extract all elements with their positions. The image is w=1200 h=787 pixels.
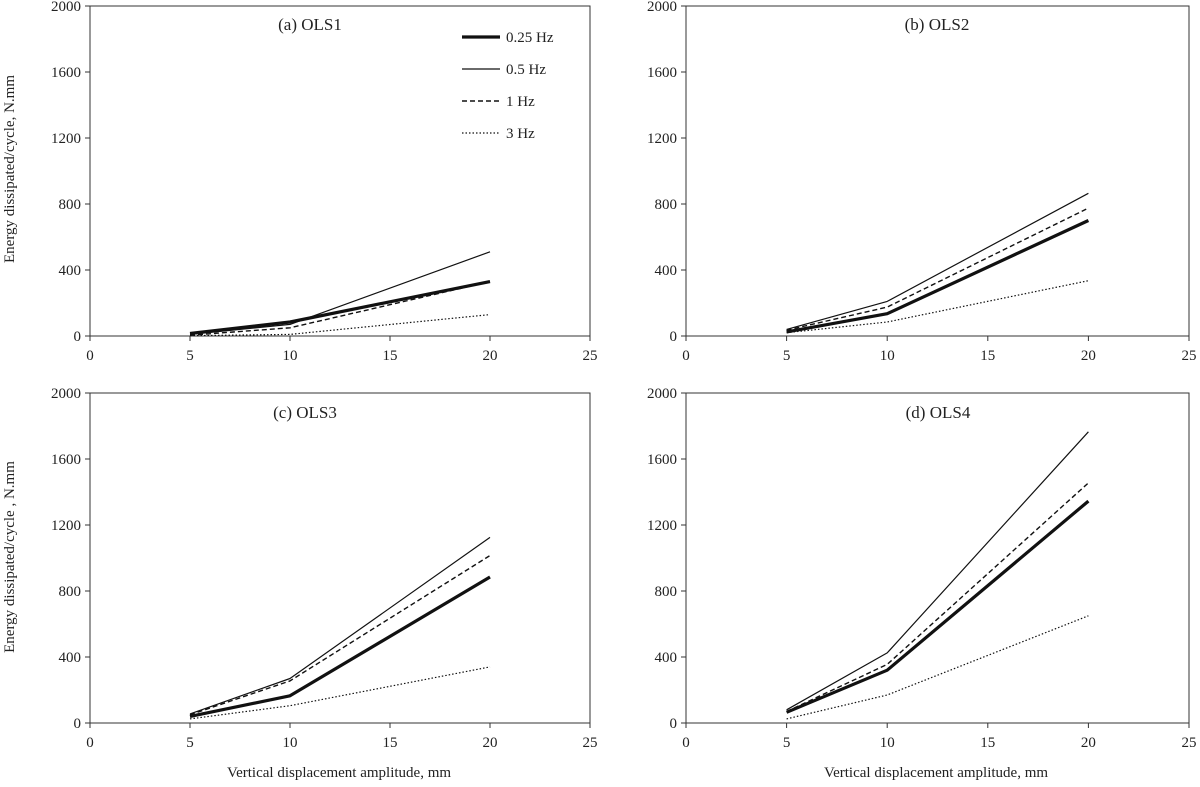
y-tick-label: 1200 <box>647 131 677 147</box>
x-tick-label: 15 <box>383 348 398 364</box>
x-axis-title-right: Vertical displacement amplitude, mm <box>824 765 1048 781</box>
plot-frame <box>685 392 1190 724</box>
x-tick-label: 0 <box>86 735 94 751</box>
series-line-0_5hz <box>786 431 1089 711</box>
x-tick-label: 20 <box>483 735 498 751</box>
y-tick-label: 2000 <box>647 0 677 15</box>
series-line-1hz <box>786 482 1089 713</box>
x-tick-label: 25 <box>583 735 598 751</box>
x-tick-label: 20 <box>1081 735 1096 751</box>
x-tick-label: 15 <box>980 735 995 751</box>
x-tick-label: 20 <box>1081 348 1096 364</box>
legend-label: 1 Hz <box>506 94 535 110</box>
y-tick-label: 1600 <box>51 452 81 468</box>
x-tick-label: 15 <box>980 348 995 364</box>
x-tick-label: 5 <box>783 348 791 364</box>
y-tick-label: 800 <box>59 197 82 213</box>
panel-ols3: (c) OLS3 0 400 800 1200 1600 2000 0 5 10 15 20 25 <box>51 386 598 751</box>
x-tick-label: 15 <box>383 735 398 751</box>
series-line-1hz <box>786 207 1089 331</box>
series-line-0_25hz <box>189 575 491 718</box>
y-tick-label: 2000 <box>51 386 81 402</box>
y-tick-label: 0 <box>670 716 678 732</box>
y-axis-title-bottom: Energy dissipated/cycle , N.mm <box>2 461 18 653</box>
y-tick-label: 400 <box>655 263 678 279</box>
y-tick-label: 800 <box>655 584 678 600</box>
x-tick-label: 25 <box>1182 735 1197 751</box>
y-tick-label: 2000 <box>647 386 677 402</box>
series-line-3hz <box>786 615 1089 720</box>
x-tick-label: 10 <box>283 735 298 751</box>
x-tick-label: 5 <box>186 735 194 751</box>
x-tick-label: 0 <box>86 348 94 364</box>
x-tick-label: 0 <box>682 348 690 364</box>
legend-label: 3 Hz <box>506 126 535 142</box>
series-line-1hz <box>189 280 491 336</box>
x-axis-title-left: Vertical displacement amplitude, mm <box>227 765 451 781</box>
x-tick-label: 25 <box>1182 348 1197 364</box>
series-line-0_25hz <box>786 219 1090 334</box>
x-tick-label: 20 <box>483 348 498 364</box>
y-tick-label: 1200 <box>647 518 677 534</box>
panel-ols1: (a) OLS1 0 400 800 1200 1600 2000 0 5 10 15 20 25 <box>51 0 598 364</box>
x-tick-label: 10 <box>880 348 895 364</box>
panel-ols2: (b) OLS2 0 400 800 1200 1600 2000 0 5 10 15 20 25 <box>647 0 1197 364</box>
y-tick-label: 2000 <box>51 0 81 15</box>
y-tick-label: 400 <box>59 650 82 666</box>
y-tick-label: 800 <box>655 197 678 213</box>
x-tick-label: 25 <box>583 348 598 364</box>
series-line-3hz <box>189 314 491 337</box>
plot-frame <box>89 392 591 724</box>
x-tick-label: 10 <box>880 735 895 751</box>
series-line-0_25hz <box>189 280 491 336</box>
plot-frame <box>685 5 1190 337</box>
panel-title: (b) OLS2 <box>905 15 970 34</box>
y-tick-label: 400 <box>59 263 82 279</box>
y-tick-label: 1200 <box>51 518 81 534</box>
x-tick-label: 5 <box>186 348 194 364</box>
panel-ols4: (d) OLS4 0 400 800 1200 1600 2000 0 5 10 15 20 25 <box>647 386 1197 751</box>
y-tick-label: 1200 <box>51 131 81 147</box>
y-tick-label: 1600 <box>51 65 81 81</box>
plot-frame <box>89 5 591 337</box>
y-tick-label: 1600 <box>647 452 677 468</box>
panel-title: (a) OLS1 <box>278 15 342 34</box>
series-line-0_5hz <box>189 251 491 335</box>
series-line-1hz <box>189 554 491 716</box>
y-tick-label: 400 <box>655 650 678 666</box>
panel-title: (d) OLS4 <box>906 403 971 422</box>
series-line-0_25hz <box>785 499 1090 714</box>
series-line-3hz <box>189 666 491 720</box>
legend-label: 0.25 Hz <box>506 30 554 46</box>
x-tick-label: 5 <box>783 735 791 751</box>
x-tick-label: 0 <box>682 735 690 751</box>
series-line-0_5hz <box>786 192 1089 330</box>
legend: 0.25 Hz 0.5 Hz 1 Hz 3 Hz <box>462 30 554 142</box>
y-tick-label: 1600 <box>647 65 677 81</box>
y-tick-label: 0 <box>74 329 82 345</box>
y-axis-title-top: Energy dissipated/cycle, N.mm <box>2 75 18 263</box>
y-tick-label: 800 <box>59 584 82 600</box>
y-tick-label: 0 <box>670 329 678 345</box>
legend-label: 0.5 Hz <box>506 62 546 78</box>
series-line-0_5hz <box>189 536 491 715</box>
series-line-3hz <box>786 280 1089 334</box>
y-tick-label: 0 <box>74 716 82 732</box>
panel-title: (c) OLS3 <box>273 403 337 422</box>
x-tick-label: 10 <box>283 348 298 364</box>
